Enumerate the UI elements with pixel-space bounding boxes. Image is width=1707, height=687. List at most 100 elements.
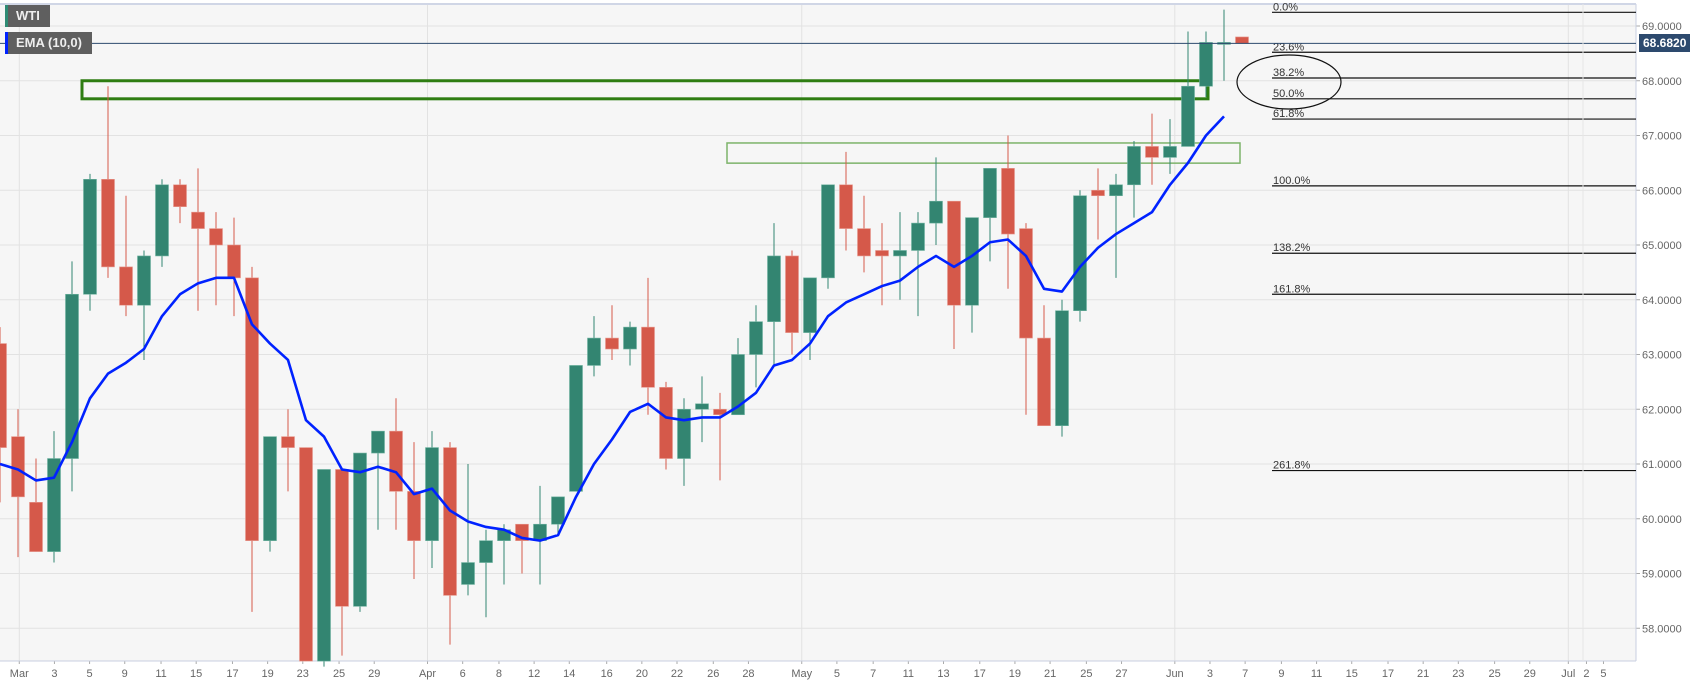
ema-line[interactable] — [0, 115, 1225, 542]
candle-up[interactable] — [911, 222, 925, 251]
x-axis-label: 26 — [707, 668, 719, 680]
fibonacci-level-label: 138.2% — [1273, 242, 1311, 254]
indicator-legend[interactable]: EMA (10,0) — [5, 32, 92, 54]
candle-down[interactable] — [1001, 168, 1015, 235]
x-axis-label: 2 — [1583, 668, 1589, 680]
candle-down[interactable] — [299, 447, 313, 662]
candle-up[interactable] — [893, 250, 907, 257]
x-axis-label: 3 — [1207, 668, 1213, 680]
candle-down[interactable] — [191, 211, 205, 229]
x-axis-label: 9 — [122, 668, 128, 680]
candle-up[interactable] — [263, 436, 277, 541]
candle-down[interactable] — [659, 387, 673, 459]
fibonacci-level-label: 161.8% — [1273, 283, 1311, 295]
candle-up[interactable] — [677, 408, 691, 459]
candle-up[interactable] — [1073, 195, 1087, 312]
candle-up[interactable] — [155, 184, 169, 257]
x-axis-label: 28 — [742, 668, 754, 680]
y-axis-label: 68.0000 — [1642, 76, 1682, 88]
candle-up[interactable] — [623, 326, 637, 350]
candle-up[interactable] — [821, 184, 835, 279]
candle-down[interactable] — [1019, 228, 1033, 339]
x-axis-label: 20 — [636, 668, 648, 680]
candle-down[interactable] — [209, 228, 223, 246]
x-axis-label: 15 — [190, 668, 202, 680]
candle-down[interactable] — [389, 430, 403, 492]
fibonacci-level-label: 50.0% — [1273, 88, 1304, 100]
candle-down[interactable] — [173, 184, 187, 207]
x-axis-label: 12 — [528, 668, 540, 680]
candle-up[interactable] — [731, 354, 745, 416]
candle-down[interactable] — [605, 337, 619, 350]
symbol-label: WTI — [16, 8, 40, 23]
ellipse-annotation[interactable] — [1236, 54, 1342, 110]
y-axis-label: 62.0000 — [1642, 404, 1682, 416]
candle-up[interactable] — [425, 447, 439, 541]
y-axis-label: 66.0000 — [1642, 185, 1682, 197]
candle-up[interactable] — [767, 255, 781, 322]
candle-up[interactable] — [983, 168, 997, 218]
x-axis-label: 23 — [1452, 668, 1464, 680]
candle-down[interactable] — [335, 469, 349, 607]
candle-up[interactable] — [83, 179, 97, 295]
candle-down[interactable] — [857, 228, 871, 257]
candle-down[interactable] — [641, 326, 655, 388]
candle-up[interactable] — [569, 365, 583, 492]
candle-up[interactable] — [353, 452, 367, 607]
candle-down[interactable] — [1145, 146, 1159, 158]
fibonacci-level-label: 261.8% — [1273, 460, 1311, 472]
x-axis-label: 7 — [870, 668, 876, 680]
candle-up[interactable] — [1109, 184, 1123, 197]
x-axis-label: 27 — [1115, 668, 1127, 680]
candle-up[interactable] — [965, 217, 979, 306]
x-axis-label: 21 — [1417, 668, 1429, 680]
candle-down[interactable] — [227, 244, 241, 279]
candle-down[interactable] — [1235, 36, 1249, 44]
candle-up[interactable] — [1127, 146, 1141, 186]
candle-up[interactable] — [1055, 310, 1069, 426]
candle-up[interactable] — [47, 458, 61, 552]
x-axis-label: 25 — [333, 668, 345, 680]
candle-up[interactable] — [65, 293, 79, 459]
candle-down[interactable] — [0, 343, 7, 448]
symbol-color-swatch — [5, 5, 8, 27]
candle-down[interactable] — [1037, 337, 1051, 426]
x-axis-label: 19 — [1009, 668, 1021, 680]
candle-up[interactable] — [479, 540, 493, 563]
fibonacci-level-label: 38.2% — [1273, 67, 1304, 79]
candle-up[interactable] — [137, 255, 151, 306]
x-axis-label: 29 — [1524, 668, 1536, 680]
candle-up[interactable] — [1199, 42, 1213, 87]
candle-down[interactable] — [947, 200, 961, 306]
fibonacci-level-label: 23.6% — [1273, 41, 1304, 53]
resistance-zone-major[interactable] — [80, 79, 1210, 101]
candle-down[interactable] — [875, 250, 889, 257]
x-axis-label: Apr — [419, 668, 436, 680]
resistance-zone-minor[interactable] — [726, 142, 1241, 164]
candle-up[interactable] — [317, 469, 331, 662]
candle-up[interactable] — [371, 430, 385, 454]
candle-up[interactable] — [1181, 85, 1195, 147]
candle-down[interactable] — [785, 255, 799, 333]
candle-down[interactable] — [29, 502, 43, 552]
candle-down[interactable] — [281, 436, 295, 448]
y-axis-label: 61.0000 — [1642, 459, 1682, 471]
candle-down[interactable] — [245, 277, 259, 541]
candle-up[interactable] — [749, 321, 763, 355]
candle-down[interactable] — [407, 491, 421, 541]
candle-down[interactable] — [839, 184, 853, 229]
candle-up[interactable] — [587, 337, 601, 366]
candle-up[interactable] — [695, 403, 709, 410]
x-axis-label: 22 — [671, 668, 683, 680]
candle-down[interactable] — [1091, 189, 1105, 197]
candle-down[interactable] — [119, 266, 133, 306]
candle-up[interactable] — [929, 200, 943, 224]
candle-down[interactable] — [101, 179, 115, 268]
candle-up[interactable] — [551, 496, 565, 525]
candle-up[interactable] — [461, 562, 475, 585]
symbol-legend[interactable]: WTI — [5, 5, 50, 27]
candle-up[interactable] — [803, 277, 817, 333]
candle-down[interactable] — [443, 447, 457, 596]
candle-up[interactable] — [1163, 146, 1177, 158]
